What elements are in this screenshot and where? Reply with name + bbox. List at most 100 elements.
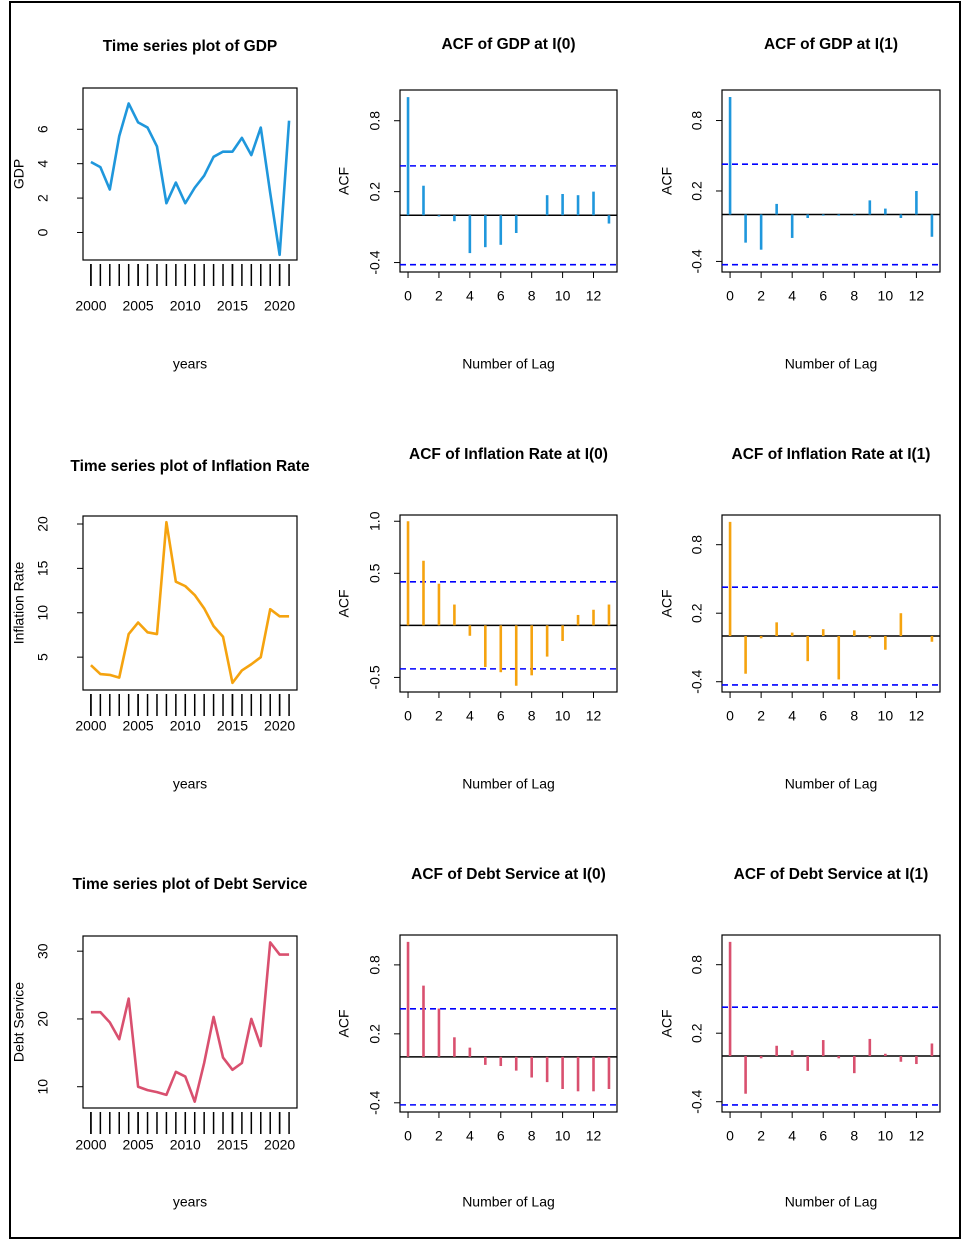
y-axis-label: ACF (336, 167, 352, 195)
y-tick-label: 20 (35, 1011, 51, 1027)
x-tick-label: 12 (909, 708, 925, 724)
x-tick-label: 12 (586, 708, 602, 724)
chart-title: ACF of Inflation Rate at I(0) (409, 446, 608, 463)
y-tick-label: 0.8 (689, 955, 705, 975)
x-tick-label: 10 (878, 708, 894, 724)
x-tick-label: 10 (878, 288, 894, 304)
y-tick-label: 10 (35, 1079, 51, 1095)
y-tick-label: 5 (35, 653, 51, 661)
x-tick-label: 2020 (264, 298, 295, 314)
x-tick-label: 0 (726, 708, 734, 724)
chart-title: Time series plot of Debt Service (73, 876, 308, 893)
x-tick-label: 4 (788, 708, 796, 724)
chart-title: Time series plot of Inflation Rate (70, 458, 310, 475)
x-tick-label: 0 (404, 708, 412, 724)
x-tick-label: 10 (555, 1128, 571, 1144)
y-tick-label: 0.2 (689, 1023, 705, 1043)
x-tick-label: 8 (528, 288, 536, 304)
x-tick-label: 2 (757, 1128, 765, 1144)
x-tick-label: 4 (466, 708, 474, 724)
x-tick-label: 2000 (75, 718, 106, 734)
y-tick-label: 0.2 (689, 603, 705, 623)
series-line (90, 102, 291, 257)
x-tick-label: 6 (819, 1128, 827, 1144)
x-tick-label: 2010 (170, 1137, 201, 1153)
x-axis-label: Number of Lag (785, 776, 878, 792)
x-axis-label: years (173, 356, 207, 372)
x-axis-label: Number of Lag (462, 1194, 555, 1210)
x-tick-label: 2005 (123, 1137, 154, 1153)
y-axis-label: Inflation Rate (11, 562, 27, 645)
x-tick-label: 6 (819, 288, 827, 304)
y-tick-label: 0.2 (367, 182, 383, 202)
plot-frame (721, 934, 941, 1113)
x-tick-label: 12 (586, 288, 602, 304)
y-tick-label: -0.4 (367, 250, 383, 274)
y-tick-label: 0.2 (689, 181, 705, 201)
y-tick-label: -0.4 (689, 669, 705, 693)
x-tick-label: 2000 (75, 298, 106, 314)
x-tick-label: 0 (726, 288, 734, 304)
x-tick-label: 2015 (217, 718, 248, 734)
x-tick-label: 10 (555, 288, 571, 304)
plot-frame (399, 89, 618, 273)
x-tick-label: 2020 (264, 1137, 295, 1153)
x-tick-label: 10 (555, 708, 571, 724)
x-tick-label: 12 (909, 288, 925, 304)
y-tick-label: 0.8 (367, 955, 383, 975)
y-tick-label: -0.4 (689, 1089, 705, 1113)
y-tick-label: 20 (35, 516, 51, 532)
y-axis-label: Debt Service (11, 982, 27, 1062)
plot-frame (82, 87, 298, 261)
x-tick-label: 2000 (75, 1137, 106, 1153)
x-axis-label: Number of Lag (785, 1194, 878, 1210)
x-tick-label: 0 (404, 1128, 412, 1144)
y-tick-label: 2 (35, 194, 51, 202)
y-tick-label: 1.0 (367, 511, 383, 531)
chart-title: ACF of Debt Service at I(0) (411, 866, 606, 883)
x-tick-label: 2020 (264, 718, 295, 734)
x-tick-label: 2 (435, 288, 443, 304)
x-tick-label: 2015 (217, 298, 248, 314)
x-tick-label: 6 (497, 1128, 505, 1144)
y-tick-label: 0.5 (367, 563, 383, 583)
x-tick-label: 6 (497, 288, 505, 304)
x-tick-label: 8 (850, 288, 858, 304)
x-tick-label: 0 (404, 288, 412, 304)
x-axis-label: Number of Lag (462, 776, 555, 792)
plot-frame (82, 935, 298, 1109)
y-tick-label: 0.8 (367, 111, 383, 131)
chart-title: ACF of GDP at I(1) (764, 36, 898, 53)
y-tick-label: -0.5 (367, 665, 383, 689)
x-tick-label: 8 (528, 1128, 536, 1144)
x-axis-label: Number of Lag (462, 356, 555, 372)
x-axis-label: Number of Lag (785, 356, 878, 372)
x-tick-label: 2 (757, 288, 765, 304)
x-tick-label: 2015 (217, 1137, 248, 1153)
x-tick-label: 4 (466, 1128, 474, 1144)
x-tick-label: 2 (435, 1128, 443, 1144)
x-tick-label: 2005 (123, 718, 154, 734)
outer-frame (9, 1, 961, 1239)
y-tick-label: 0.8 (689, 535, 705, 555)
x-tick-label: 8 (850, 1128, 858, 1144)
y-axis-label: ACF (336, 1010, 352, 1038)
x-tick-label: 12 (586, 1128, 602, 1144)
y-axis-label: ACF (336, 590, 352, 618)
y-tick-label: -0.4 (367, 1091, 383, 1115)
plot-frame (399, 934, 618, 1113)
y-tick-label: 0.8 (689, 111, 705, 131)
x-tick-label: 8 (850, 708, 858, 724)
chart-title: Time series plot of GDP (103, 38, 278, 55)
y-axis-label: GDP (11, 159, 27, 189)
y-tick-label: 30 (35, 943, 51, 959)
series-line (90, 520, 290, 685)
chart-title: ACF of Inflation Rate at I(1) (732, 446, 931, 463)
chart-title: ACF of Debt Service at I(1) (734, 866, 929, 883)
y-axis-label: ACF (659, 167, 675, 195)
y-axis-label: ACF (659, 590, 675, 618)
y-tick-label: 0 (35, 228, 51, 236)
plot-frame (721, 89, 941, 273)
